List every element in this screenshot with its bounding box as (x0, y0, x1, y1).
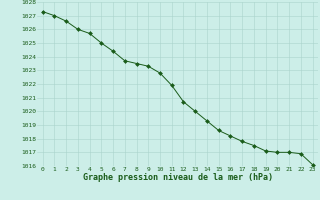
X-axis label: Graphe pression niveau de la mer (hPa): Graphe pression niveau de la mer (hPa) (83, 173, 273, 182)
